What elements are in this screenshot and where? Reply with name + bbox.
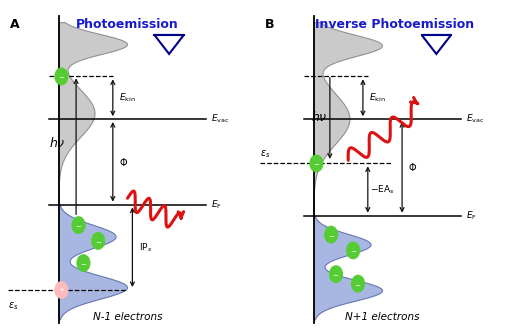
Text: $\Phi$: $\Phi$ <box>407 162 416 173</box>
Text: $+$: $+$ <box>58 285 65 294</box>
Circle shape <box>55 282 68 298</box>
Text: $E_\mathrm{F}$: $E_\mathrm{F}$ <box>210 198 221 211</box>
Circle shape <box>72 217 84 233</box>
Text: $-\mathrm{EA}_s$: $-\mathrm{EA}_s$ <box>370 183 394 196</box>
Text: $\Phi$: $\Phi$ <box>119 156 128 168</box>
Circle shape <box>324 226 337 243</box>
Text: $\epsilon_s$: $\epsilon_s$ <box>8 300 18 312</box>
Text: $\epsilon_s$: $\epsilon_s$ <box>260 149 270 160</box>
Text: $E_\mathrm{vac}$: $E_\mathrm{vac}$ <box>210 113 229 126</box>
Polygon shape <box>59 204 127 320</box>
Text: $-$: $-$ <box>312 161 319 166</box>
Text: $E_\mathrm{kin}$: $E_\mathrm{kin}$ <box>369 92 385 104</box>
Text: N+1 electrons: N+1 electrons <box>345 312 419 322</box>
Circle shape <box>351 275 363 292</box>
Text: $E_\mathrm{F}$: $E_\mathrm{F}$ <box>465 209 476 222</box>
Text: Photoemission: Photoemission <box>76 18 179 31</box>
Circle shape <box>346 242 359 259</box>
Circle shape <box>329 266 342 282</box>
Text: N-1 electrons: N-1 electrons <box>93 312 162 322</box>
Text: $E_\mathrm{kin}$: $E_\mathrm{kin}$ <box>119 92 135 104</box>
Text: B: B <box>265 18 274 31</box>
Text: A: A <box>10 18 19 31</box>
Text: $\mathrm{IP}_s$: $\mathrm{IP}_s$ <box>138 241 152 253</box>
Text: $-$: $-$ <box>80 260 87 266</box>
Circle shape <box>92 233 104 249</box>
Polygon shape <box>59 23 127 204</box>
Text: $E_\mathrm{vac}$: $E_\mathrm{vac}$ <box>465 113 483 126</box>
Polygon shape <box>314 216 382 320</box>
Text: $-$: $-$ <box>349 247 356 253</box>
Text: $-$: $-$ <box>327 231 334 238</box>
Circle shape <box>309 155 322 171</box>
Text: $-$: $-$ <box>94 238 101 244</box>
Polygon shape <box>314 23 382 216</box>
Circle shape <box>77 255 90 271</box>
Text: $h\nu$: $h\nu$ <box>310 110 327 124</box>
Text: Inverse Photoemission: Inverse Photoemission <box>315 18 473 31</box>
Text: $-$: $-$ <box>75 222 82 228</box>
Text: $-$: $-$ <box>354 281 361 287</box>
Text: $h\nu$: $h\nu$ <box>49 136 66 150</box>
Circle shape <box>55 68 68 85</box>
Text: $-$: $-$ <box>332 271 339 277</box>
Text: $-$: $-$ <box>58 73 65 80</box>
